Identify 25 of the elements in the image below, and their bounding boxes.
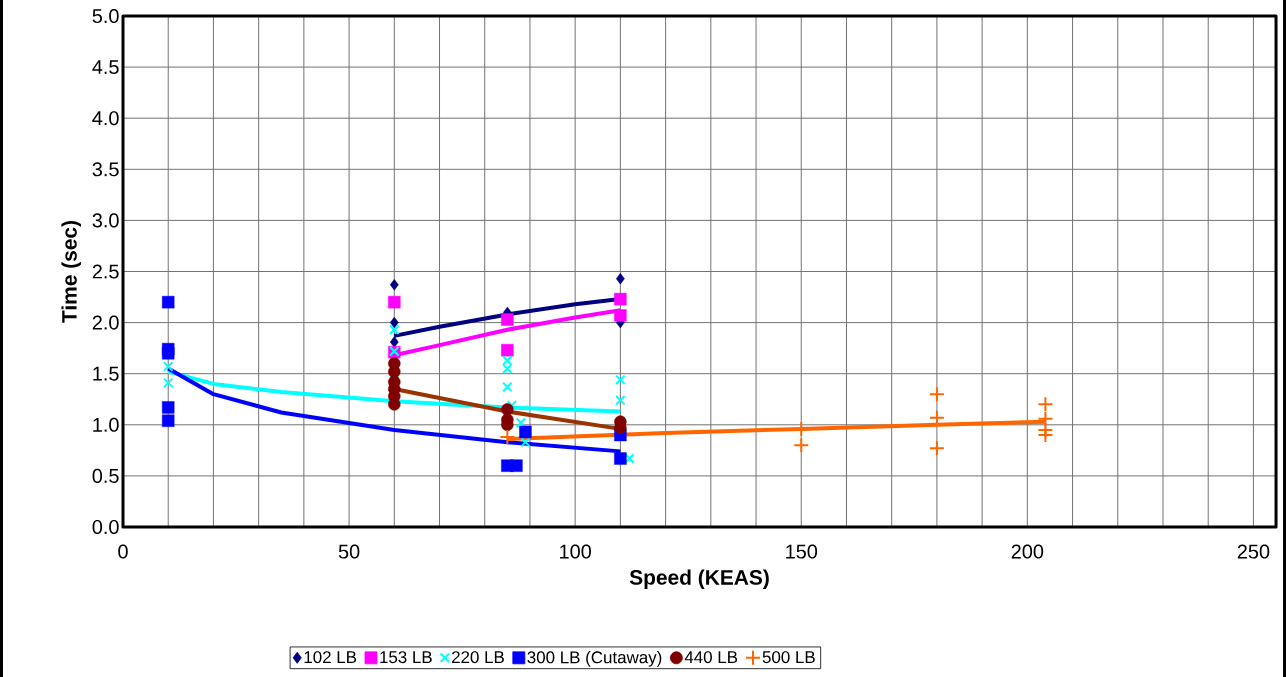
x-axis-title: Speed (KEAS) xyxy=(629,569,769,589)
y-tick-label: 1.0 xyxy=(93,417,119,432)
legend-label: 500 LB xyxy=(762,651,815,664)
y-axis-title: Time (sec) xyxy=(61,221,81,323)
y-tick-label: 0.0 xyxy=(92,519,119,535)
y-tick-label: 2.5 xyxy=(92,264,119,279)
y-tick-label: 4.5 xyxy=(92,60,119,75)
x-tick-label: 100 xyxy=(560,544,591,559)
y-tick-label: 5.0 xyxy=(92,8,119,24)
legend-label: 220 LB xyxy=(452,651,504,664)
y-tick-label: 3.5 xyxy=(92,162,119,177)
y-tick-label: 3.0 xyxy=(92,213,119,228)
legend-label: 153 LB xyxy=(380,651,432,664)
x-tick-label: 200 xyxy=(1011,544,1044,559)
legend-label: 300 LB (Cutaway) xyxy=(527,650,662,667)
x-tick-label: 50 xyxy=(338,544,360,559)
x-tick-label: 250 xyxy=(1237,544,1270,559)
x-tick-label: 0 xyxy=(118,544,128,559)
x-tick-label: 150 xyxy=(786,544,818,559)
y-tick-label: 2.0 xyxy=(92,315,119,330)
y-tick-label: 0.5 xyxy=(92,468,119,483)
y-tick-label: 1.5 xyxy=(93,366,119,381)
legend-label: 440 LB xyxy=(684,651,738,664)
legend-label: 102 LB xyxy=(304,651,357,664)
y-tick-label: 4.0 xyxy=(92,111,119,126)
